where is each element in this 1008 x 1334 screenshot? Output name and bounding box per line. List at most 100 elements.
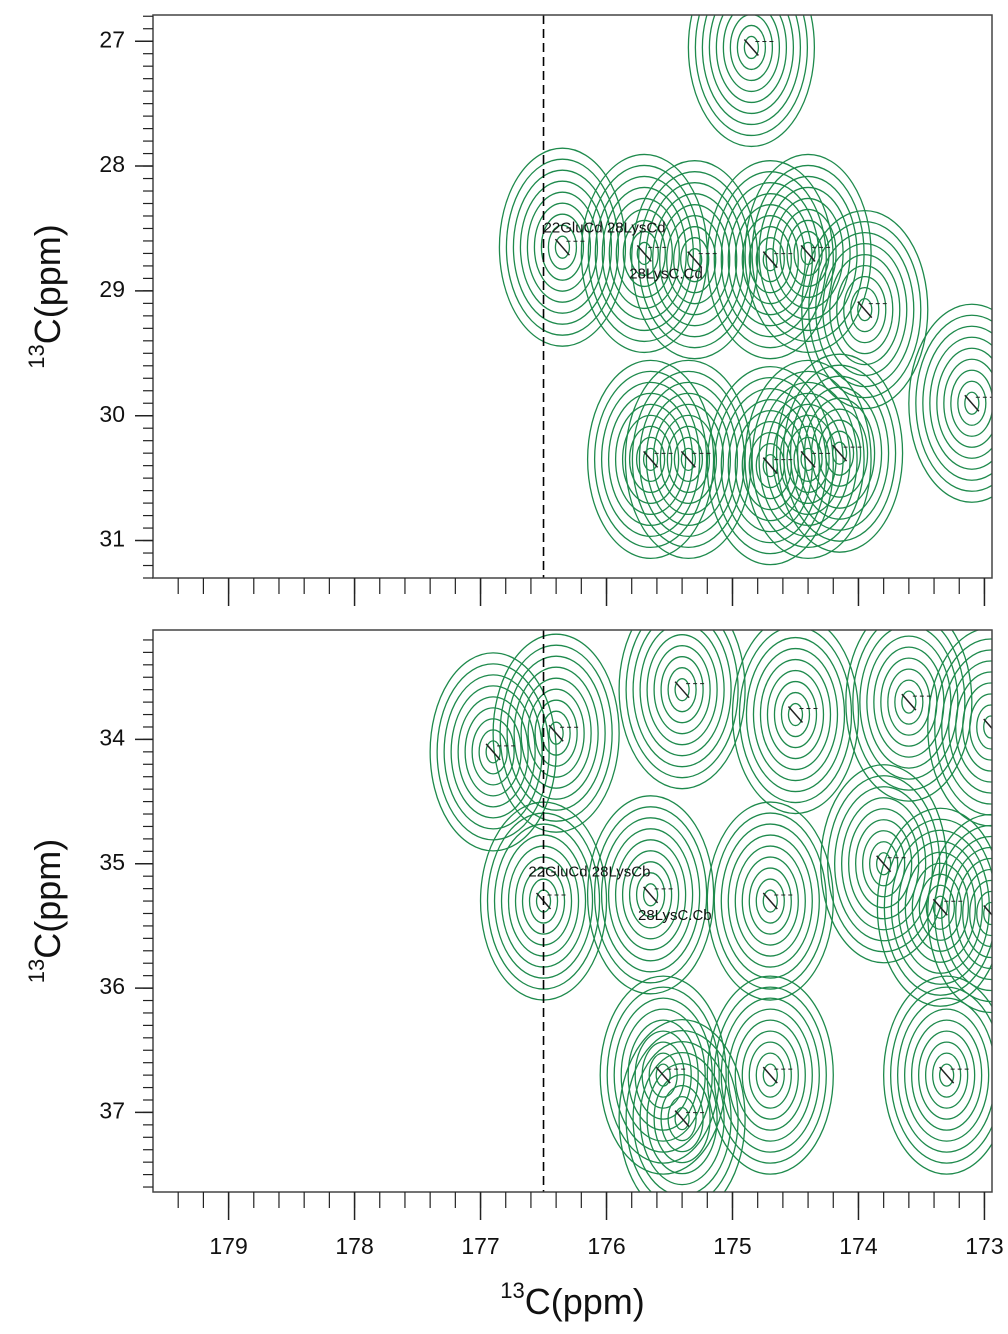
contour xyxy=(852,630,966,791)
peak-marker xyxy=(655,1066,686,1084)
contour xyxy=(894,679,924,725)
x-tick-label: 178 xyxy=(335,1233,373,1259)
contour xyxy=(594,175,694,332)
contour xyxy=(903,1008,990,1142)
x-axis-label: 13C(ppm) xyxy=(500,1278,645,1322)
contour xyxy=(631,370,746,549)
contour xyxy=(608,197,680,310)
contour xyxy=(607,828,694,962)
peak-marker xyxy=(832,444,862,462)
contour xyxy=(642,447,659,472)
contour xyxy=(706,160,834,360)
contour xyxy=(653,1073,711,1164)
contour xyxy=(635,872,666,918)
contour xyxy=(883,975,992,1175)
contour xyxy=(680,447,697,472)
contour xyxy=(706,365,834,566)
contour xyxy=(824,430,855,476)
contour xyxy=(722,15,781,93)
contour xyxy=(586,359,715,560)
contour xyxy=(600,381,701,538)
peak-marker xyxy=(680,450,711,468)
contour xyxy=(775,353,904,553)
peak-annotation: 22GluCd 28LysCd xyxy=(544,219,666,236)
x-tick-label: 177 xyxy=(461,1233,499,1259)
contour xyxy=(810,408,869,498)
peak-stroke xyxy=(901,693,917,711)
peak-marker xyxy=(800,244,831,262)
contour xyxy=(512,169,613,325)
contour xyxy=(715,15,788,104)
peak-stroke xyxy=(762,892,778,910)
contour xyxy=(593,806,708,984)
contour xyxy=(499,644,613,822)
contour xyxy=(789,375,890,531)
contour xyxy=(862,830,906,898)
contour xyxy=(741,856,799,946)
peak-marker xyxy=(674,1110,705,1128)
contour xyxy=(627,1019,699,1131)
contour xyxy=(631,160,759,360)
contour xyxy=(897,997,992,1153)
contour xyxy=(772,403,844,516)
contour xyxy=(786,219,830,288)
peak-stroke xyxy=(680,450,696,468)
peak-stroke xyxy=(548,724,564,742)
contour xyxy=(762,248,778,272)
contour xyxy=(943,358,992,448)
contour xyxy=(741,1030,799,1120)
peak-marker xyxy=(983,718,992,730)
peak-stroke xyxy=(932,898,948,916)
peak-marker xyxy=(762,457,793,475)
contour xyxy=(646,634,718,746)
contour xyxy=(618,630,746,790)
x-tick-label: 174 xyxy=(839,1233,878,1259)
peak-marker xyxy=(762,892,793,910)
contour xyxy=(632,630,732,768)
contour xyxy=(745,636,846,793)
contour xyxy=(606,986,720,1164)
contour xyxy=(639,1051,725,1186)
contour xyxy=(941,649,992,805)
peak-marker xyxy=(762,1066,793,1084)
contour xyxy=(751,370,865,549)
contour xyxy=(857,297,873,322)
contour xyxy=(800,447,816,472)
peak-marker xyxy=(743,38,774,56)
contour xyxy=(938,1063,955,1087)
contour xyxy=(639,630,725,757)
contour xyxy=(962,868,992,959)
contour xyxy=(659,204,731,316)
peak-stroke xyxy=(983,904,992,917)
contour xyxy=(955,857,992,970)
y-tick-label: 34 xyxy=(99,724,125,750)
contour xyxy=(773,680,818,749)
contour xyxy=(727,193,813,327)
contour xyxy=(904,851,976,963)
contour xyxy=(736,24,767,71)
contour xyxy=(751,164,865,343)
x-tick-label: 179 xyxy=(209,1233,247,1259)
contour xyxy=(731,630,860,815)
contour xyxy=(883,818,992,996)
contour xyxy=(652,403,725,516)
contour xyxy=(519,180,606,314)
contour xyxy=(964,391,980,415)
y-tick-label: 27 xyxy=(99,26,125,52)
contour xyxy=(859,630,959,780)
contour xyxy=(673,226,717,294)
contour xyxy=(957,380,987,426)
y-tick-label: 31 xyxy=(99,526,125,552)
peak-stroke xyxy=(876,855,892,873)
contour xyxy=(638,381,739,538)
contour xyxy=(727,1008,813,1142)
contour xyxy=(817,419,862,487)
contour xyxy=(450,685,536,819)
contour xyxy=(645,182,745,338)
peak-marker xyxy=(554,238,585,256)
contour xyxy=(780,691,811,738)
contour xyxy=(787,702,804,727)
contour xyxy=(908,303,992,503)
peak-marker xyxy=(548,724,579,742)
contour xyxy=(687,248,703,272)
